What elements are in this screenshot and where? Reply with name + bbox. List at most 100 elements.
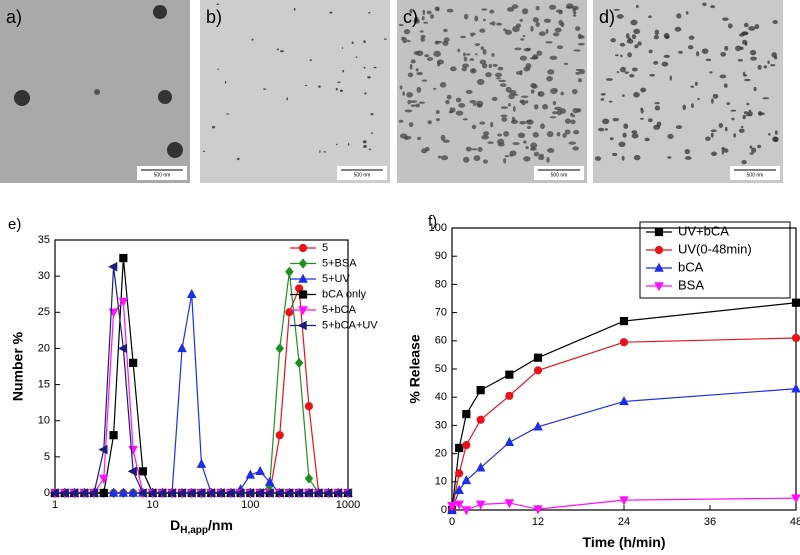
particle	[424, 54, 430, 58]
particle	[676, 13, 682, 19]
particle	[202, 150, 206, 153]
particle	[339, 89, 343, 93]
legend-label: UV+bCA	[678, 223, 729, 238]
scale-text: 500 nm	[154, 172, 171, 178]
particle	[648, 15, 652, 19]
y-tick-label: 5	[44, 451, 50, 463]
legend-marker	[654, 245, 664, 255]
particle	[419, 30, 424, 33]
particle	[443, 28, 448, 33]
particle	[14, 90, 30, 106]
particle	[605, 78, 613, 81]
particle	[479, 59, 487, 65]
particle	[530, 142, 538, 149]
particle	[614, 54, 619, 57]
particle	[495, 77, 502, 80]
particle	[363, 40, 366, 44]
particle	[733, 133, 737, 138]
particle	[406, 40, 411, 43]
particle	[609, 137, 614, 141]
y-tick-label: 100	[429, 222, 447, 234]
y-axis-label: % Release	[407, 334, 423, 403]
particle	[503, 157, 507, 164]
particle	[435, 118, 440, 122]
particle	[564, 129, 571, 135]
marker	[128, 487, 138, 497]
particle	[473, 102, 477, 107]
particle	[535, 5, 540, 11]
particle	[742, 114, 746, 120]
series-line	[451, 302, 797, 511]
particle	[402, 91, 405, 96]
y-tick-label: 30	[38, 270, 50, 282]
legend-marker	[298, 306, 308, 316]
particle	[505, 86, 512, 93]
particle	[623, 123, 629, 129]
particle	[536, 50, 543, 56]
particle	[640, 108, 644, 114]
particle	[526, 47, 532, 52]
particle	[552, 100, 556, 106]
particle	[705, 136, 711, 141]
particle	[525, 146, 529, 150]
particle	[94, 89, 100, 95]
particle	[653, 124, 661, 130]
marker	[619, 396, 629, 406]
particle	[413, 16, 419, 23]
particle	[540, 123, 545, 130]
marker	[533, 353, 543, 362]
marker	[619, 496, 629, 506]
particle	[355, 56, 358, 58]
marker	[304, 473, 314, 484]
particle	[562, 133, 567, 138]
particle	[482, 131, 490, 136]
marker	[108, 261, 118, 272]
particle	[529, 147, 537, 151]
marker	[254, 488, 264, 498]
particle	[403, 29, 411, 35]
particle	[408, 122, 414, 128]
marker	[293, 488, 303, 498]
particle	[474, 53, 478, 56]
particle	[415, 103, 420, 108]
particle	[768, 133, 771, 136]
particle	[489, 22, 493, 25]
y-tick-label: 0	[44, 487, 50, 499]
marker	[462, 410, 471, 419]
particle	[511, 116, 516, 123]
marker	[108, 487, 119, 497]
particle	[521, 8, 529, 15]
particle	[469, 100, 477, 104]
marker	[137, 488, 147, 498]
panel-label: b)	[206, 7, 222, 27]
particle	[558, 10, 563, 15]
particle	[225, 113, 230, 115]
x-tick-label: 12	[532, 516, 544, 528]
marker	[303, 488, 313, 498]
particle	[446, 94, 452, 100]
particle	[452, 107, 456, 113]
particle	[559, 108, 567, 114]
marker	[196, 458, 207, 468]
marker	[69, 488, 79, 498]
particle	[697, 97, 700, 101]
y-tick-label: 40	[435, 391, 447, 403]
marker	[454, 484, 464, 494]
particle	[743, 111, 749, 115]
particle	[653, 34, 659, 40]
particle	[413, 51, 420, 55]
particle	[568, 141, 577, 145]
y-tick-label: 0	[441, 504, 447, 516]
particle	[721, 146, 726, 151]
particle	[575, 68, 582, 72]
particle	[678, 50, 683, 54]
particle	[409, 100, 418, 103]
legend-marker	[297, 320, 307, 331]
legend-marker	[298, 258, 308, 269]
particle	[709, 71, 713, 74]
marker	[127, 466, 137, 477]
particle	[373, 66, 377, 69]
particle	[577, 78, 582, 83]
particle	[640, 117, 644, 120]
particle	[479, 121, 486, 125]
